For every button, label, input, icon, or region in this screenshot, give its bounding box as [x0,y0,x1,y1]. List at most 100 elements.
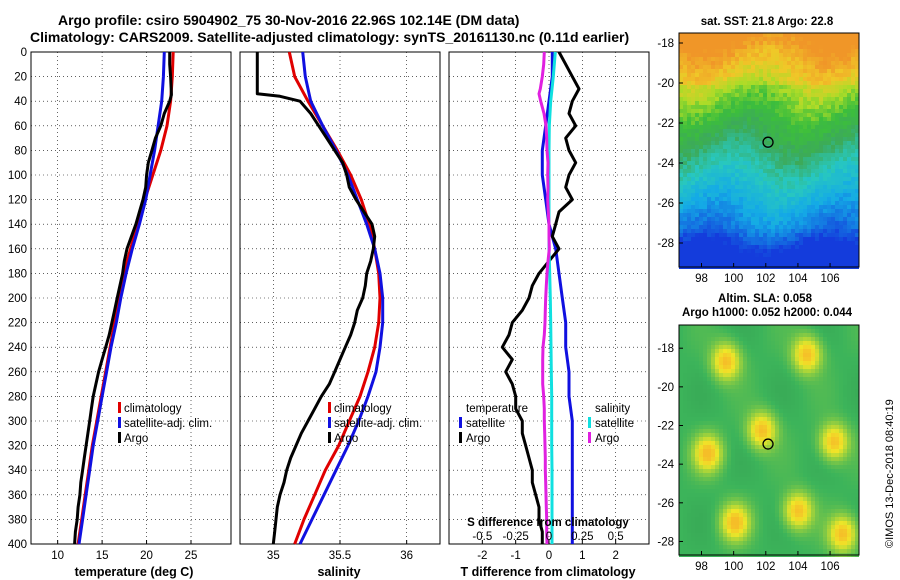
sla-map-cell [687,369,691,373]
sst-map-cell [815,257,819,261]
sla-map-cell [851,393,855,397]
sla-map-cell [779,465,783,469]
sla-map-cell [851,485,855,489]
sst-map-cell [711,181,715,185]
sst-map-cell [847,85,851,89]
sst-map-cell [783,253,787,257]
sst-map-cell [847,153,851,157]
sla-map-cell [731,481,735,485]
sla-map-cell [783,469,787,473]
sst-map-cell [819,49,823,53]
sla-map-cell [723,417,727,421]
sst-map-cell [799,81,803,85]
sst-map-cell [771,173,775,177]
sst-map-cell [815,249,819,253]
sst-map-cell [775,81,779,85]
sst-map-cell [803,245,807,249]
sst-map-cell [827,53,831,57]
sla-map-cell [807,345,811,349]
sst-map-cell [807,121,811,125]
sst-map-cell [703,257,707,261]
sla-map-cell [739,365,743,369]
sst-map-cell [791,205,795,209]
sla-map-cell [691,473,695,477]
sla-map-cell [747,469,751,473]
sla-map-cell [735,453,739,457]
sst-map-cell [831,85,835,89]
sla-map-cell [835,401,839,405]
sst-map-cell [747,169,751,173]
sst-map-cell [775,89,779,93]
sst-map-cell [851,157,855,161]
sla-map-cell [795,481,799,485]
sst-map-cell [835,109,839,113]
sst-map-cell [839,145,843,149]
sst-map-cell [691,129,695,133]
sla-map-cell [751,361,755,365]
sla-map-cell [819,413,823,417]
sst-map-cell [711,161,715,165]
sst-map-cell [803,109,807,113]
sst-map-cell [711,237,715,241]
sst-map-cell [691,225,695,229]
sst-map-cell [771,233,775,237]
sst-map-cell [847,197,851,201]
sst-map-cell [747,57,751,61]
sla-map-cell [851,441,855,445]
sst-map-cell [751,181,755,185]
sst-map-cell [755,161,759,165]
sla-map-cell [695,385,699,389]
sst-map-cell [683,189,687,193]
sst-map-cell [743,145,747,149]
sla-map-cell [703,485,707,489]
sst-map-cell [715,181,719,185]
sla-map-cell [775,465,779,469]
sla-map-cell [779,329,783,333]
sla-map-cell [707,425,711,429]
sla-map-cell [735,333,739,337]
sst-map-cell [787,217,791,221]
sst-map-cell [699,57,703,61]
sst-map-cell [819,81,823,85]
sst-map-cell [743,37,747,41]
sla-map-cell [803,461,807,465]
sst-map-cell [743,213,747,217]
sst-map-cell [707,229,711,233]
sst-map-cell [727,85,731,89]
sst-map-cell [723,49,727,53]
sst-map-cell [763,113,767,117]
sla-map-cell [791,381,795,385]
sst-map-cell [779,125,783,129]
sst-map-cell [687,141,691,145]
sla-map-cell [855,361,859,365]
sla-map-cell [723,421,727,425]
sla-map-cell [747,353,751,357]
sla-map-cell [679,461,683,465]
sst-map-cell [719,105,723,109]
sla-map-cell [835,437,839,441]
sla-map-cell [703,493,707,497]
sst-map-cell [851,249,855,253]
sst-map-cell [679,217,683,221]
sst-map-cell [747,233,751,237]
sst-map-cell [823,181,827,185]
sst-map-cell [803,257,807,261]
sla-map-cell [823,369,827,373]
sla-map-cell [783,501,787,505]
sst-map-cell [747,193,751,197]
sst-map-cell [847,49,851,53]
sla-map-cell [715,345,719,349]
sst-map-cell [703,109,707,113]
sst-map-cell [819,245,823,249]
sla-map-cell [691,357,695,361]
sst-map-cell [815,149,819,153]
sla-map-cell [839,433,843,437]
sla-map-cell [687,433,691,437]
sla-map-cell [679,421,683,425]
sst-map-cell [723,193,727,197]
sla-map-cell [843,361,847,365]
sst-map-cell [711,37,715,41]
sst-map-cell [795,125,799,129]
sst-map-cell [799,69,803,73]
sst-map-cell [807,185,811,189]
